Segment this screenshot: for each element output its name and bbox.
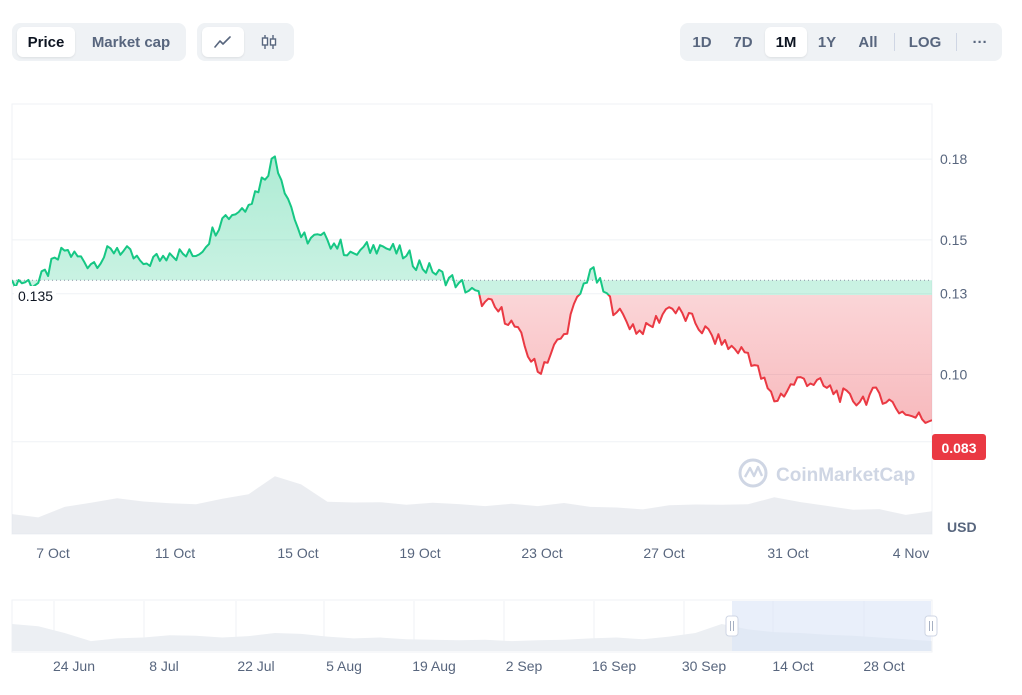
- tab-market-cap[interactable]: Market cap: [91, 33, 171, 51]
- x-tick-label: 23 Oct: [521, 545, 562, 561]
- navigator-left-handle[interactable]: [725, 615, 739, 637]
- candlestick-button[interactable]: [248, 27, 290, 57]
- navigator-tick-label: 24 Jun: [53, 658, 95, 674]
- candlestick-icon: [261, 35, 277, 49]
- line-chart-icon: [214, 36, 231, 48]
- current-price-label: 0.083: [941, 440, 976, 456]
- price-fill-down: [479, 295, 932, 423]
- x-tick-label: 4 Nov: [893, 545, 930, 561]
- navigator-tick-label: 8 Jul: [149, 658, 179, 674]
- x-tick-label: 7 Oct: [36, 545, 70, 561]
- x-tick-label: 19 Oct: [399, 545, 440, 561]
- navigator-tick-label: 16 Sep: [592, 658, 637, 674]
- y-tick-label: 0.10: [940, 366, 967, 382]
- chart-type-toggle: [197, 23, 294, 61]
- price-fill: [12, 156, 932, 423]
- range-1m-button[interactable]: 1M: [765, 27, 807, 57]
- handle-grip[interactable]: [924, 615, 938, 637]
- y-tick-label: 0.13: [940, 286, 967, 302]
- tab-price[interactable]: Price: [17, 27, 75, 57]
- menu-separator: [956, 33, 957, 51]
- x-axis: 7 Oct 11 Oct 15 Oct 19 Oct 23 Oct 27 Oct 31 Oc…: [36, 545, 929, 561]
- navigator-tick-label: 5 Aug: [326, 658, 362, 674]
- price-line: [12, 155, 932, 424]
- metric-toggle: Price Market cap: [12, 23, 186, 61]
- range-1d-button[interactable]: 1D: [692, 33, 712, 51]
- range-all-button[interactable]: All: [858, 33, 878, 51]
- navigator-x-axis: 24 Jun 8 Jul 22 Jul 5 Aug 19 Aug 2 Sep 16 Sep 3…: [53, 658, 905, 674]
- range-navigator[interactable]: 24 Jun 8 Jul 22 Jul 5 Aug 19 Aug 2 Sep 16 Sep 3…: [11, 599, 938, 674]
- x-tick-label: 31 Oct: [767, 545, 808, 561]
- price-line-down: [478, 295, 932, 424]
- volume-area: [12, 476, 932, 534]
- navigator-right-handle[interactable]: [924, 615, 938, 637]
- volume-bars: [12, 476, 932, 534]
- price-line-up: [12, 155, 610, 295]
- navigator-area: [12, 624, 932, 651]
- coinmarketcap-logo-icon: [738, 458, 768, 488]
- navigator-tick-label: 28 Oct: [863, 658, 904, 674]
- handle-grip[interactable]: [725, 615, 739, 637]
- navigator-tick-label: 30 Sep: [682, 658, 727, 674]
- range-1y-button[interactable]: 1Y: [817, 33, 837, 51]
- reference-price-label: 0.135: [18, 288, 53, 304]
- navigator-tick-label: 14 Oct: [772, 658, 813, 674]
- x-tick-label: 27 Oct: [643, 545, 684, 561]
- range-separator: [894, 33, 895, 51]
- price-fill-up: [12, 156, 932, 295]
- x-tick-label: 15 Oct: [277, 545, 318, 561]
- range-7d-button[interactable]: 7D: [733, 33, 753, 51]
- range-toggle: 1D 7D 1M 1Y All LOG ···: [680, 23, 1002, 61]
- more-options-button[interactable]: ···: [972, 33, 988, 51]
- line-chart-button[interactable]: [202, 27, 244, 57]
- navigator-tick-label: 2 Sep: [506, 658, 543, 674]
- y-tick-label: 0.15: [940, 232, 967, 248]
- x-tick-label: 11 Oct: [155, 545, 195, 561]
- navigator-tick-label: 22 Jul: [237, 658, 274, 674]
- currency-label: USD: [947, 519, 977, 535]
- y-axis: 0.180.150.130.100.075: [940, 151, 975, 450]
- navigator-selection[interactable]: [732, 601, 931, 651]
- coinmarketcap-watermark: CoinMarketCap: [738, 458, 915, 488]
- current-price-badge: [932, 434, 986, 460]
- navigator-tick-label: 19 Aug: [412, 658, 456, 674]
- watermark-text: CoinMarketCap: [776, 465, 915, 486]
- y-tick-label: 0.18: [940, 151, 967, 167]
- log-scale-button[interactable]: LOG: [908, 33, 942, 51]
- reference-label-bg: [14, 286, 56, 305]
